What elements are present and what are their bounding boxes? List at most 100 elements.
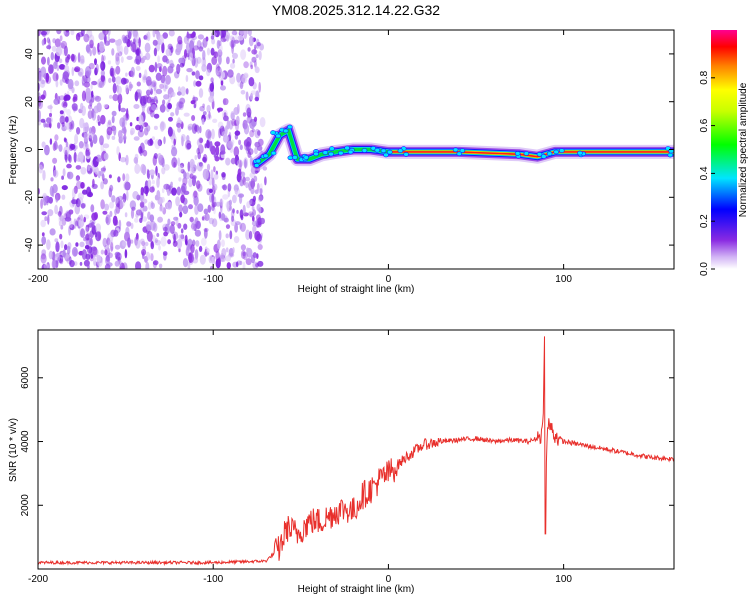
noise-blob <box>225 233 229 239</box>
noise-blob <box>87 110 93 120</box>
noise-blob <box>181 182 187 193</box>
noise-blob <box>41 141 46 148</box>
noise-blob <box>201 118 205 125</box>
noise-blob <box>254 146 258 155</box>
noise-blob <box>225 224 231 230</box>
noise-blob <box>85 70 91 78</box>
noise-blob <box>46 262 50 269</box>
noise-blob <box>209 140 213 152</box>
noise-blob <box>185 74 189 83</box>
noise-blob <box>66 109 71 116</box>
noise-blob <box>104 249 108 256</box>
noise-blob <box>97 121 101 126</box>
noise-blob <box>236 209 239 214</box>
noise-blob <box>54 238 59 243</box>
noise-blob <box>77 52 81 63</box>
noise-blob <box>136 81 141 87</box>
noise-blob <box>112 94 119 102</box>
noise-blob <box>251 49 258 55</box>
ridge-blob <box>459 148 466 153</box>
ridge-blob <box>361 148 368 153</box>
noise-blob <box>106 237 111 246</box>
ridge-blob <box>337 150 344 156</box>
noise-blob <box>150 253 154 262</box>
noise-blob <box>57 122 61 129</box>
noise-blob <box>176 63 181 75</box>
noise-blob <box>197 203 204 213</box>
noise-blob <box>125 72 128 77</box>
noise-blob <box>148 253 154 261</box>
noise-blob <box>178 204 183 213</box>
noise-blob <box>186 135 190 142</box>
noise-blob <box>256 183 260 191</box>
noise-blob <box>85 237 91 247</box>
snr-y-label: SNR (10 * v/v) <box>8 418 19 482</box>
noise-blob <box>82 189 88 195</box>
noise-blob <box>178 234 184 240</box>
noise-blob <box>137 92 142 99</box>
noise-blob <box>219 198 223 209</box>
noise-blob <box>103 152 109 161</box>
noise-blob <box>252 252 257 259</box>
noise-blob <box>145 261 150 269</box>
figure-title: YM08.2025.312.14.22.G32 <box>272 2 440 18</box>
noise-blob <box>49 138 53 145</box>
noise-blob <box>156 233 160 237</box>
noise-blob <box>258 50 262 61</box>
noise-blob <box>162 99 166 106</box>
noise-blob <box>140 95 147 107</box>
noise-blob <box>242 251 248 261</box>
noise-blob <box>59 215 64 222</box>
noise-blob <box>234 223 239 233</box>
noise-blob <box>212 202 215 209</box>
noise-blob <box>74 220 79 227</box>
noise-blob <box>149 186 155 193</box>
noise-blob <box>208 188 213 193</box>
noise-blob <box>218 230 222 241</box>
noise-blob <box>89 49 92 57</box>
noise-blob <box>95 63 99 73</box>
noise-blob <box>104 40 110 46</box>
ridge-blob <box>347 149 354 155</box>
noise-blob <box>258 195 263 202</box>
noise-blob <box>242 176 246 186</box>
noise-blob <box>197 34 204 40</box>
noise-blob <box>91 90 94 98</box>
noise-blob <box>105 214 111 226</box>
noise-blob <box>211 218 218 228</box>
noise-blob <box>211 205 215 211</box>
noise-blob <box>155 99 159 104</box>
noise-blob <box>115 39 120 46</box>
noise-blob <box>222 135 230 143</box>
noise-blob <box>222 30 226 38</box>
noise-blob <box>115 76 122 85</box>
noise-blob <box>51 187 55 198</box>
noise-blob <box>202 156 207 163</box>
noise-blob <box>146 31 151 42</box>
noise-blob <box>60 224 64 230</box>
noise-blob <box>83 33 90 43</box>
noise-blob <box>59 110 64 115</box>
noise-blob <box>138 145 143 154</box>
noise-blob <box>181 136 184 147</box>
noise-blob <box>240 214 244 221</box>
noise-blob <box>161 167 166 175</box>
noise-blob <box>253 116 258 123</box>
noise-blob <box>156 177 160 188</box>
noise-blob <box>70 30 75 36</box>
noise-blob <box>205 129 212 139</box>
noise-blob <box>107 240 114 248</box>
noise-blob <box>102 30 109 36</box>
noise-blob <box>223 115 229 122</box>
x-tick-label: 100 <box>555 574 572 585</box>
noise-blob <box>236 159 243 168</box>
noise-blob <box>130 127 135 135</box>
noise-blob <box>180 234 185 240</box>
noise-blob <box>80 214 83 222</box>
noise-blob <box>206 47 211 56</box>
noise-blob <box>203 208 209 215</box>
noise-blob <box>39 78 46 88</box>
noise-blob <box>176 91 182 96</box>
noise-blob <box>187 126 192 131</box>
noise-blob <box>163 183 170 190</box>
